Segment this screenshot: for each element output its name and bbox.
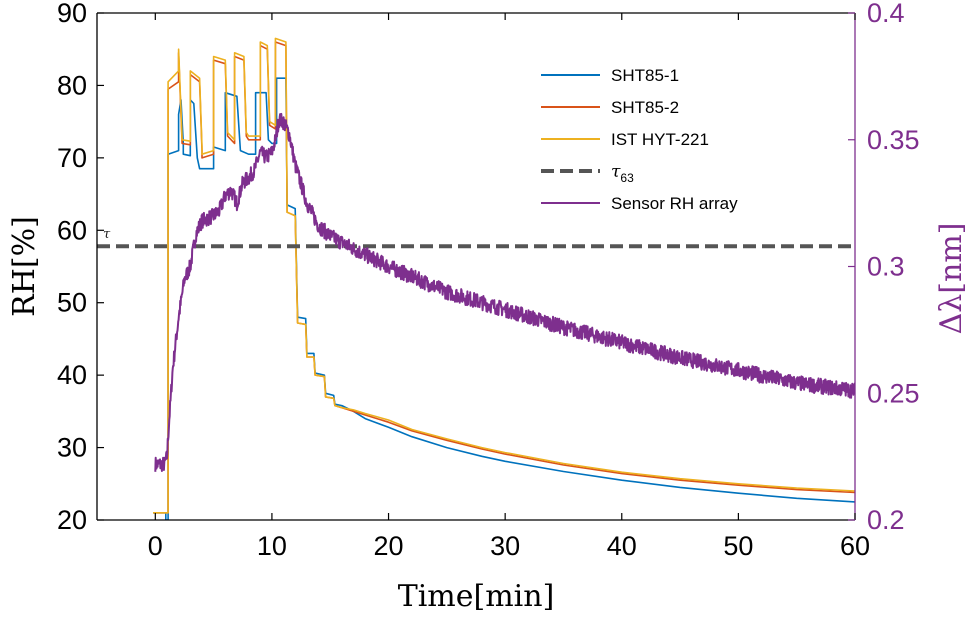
series-sensor-rh-array-line bbox=[154, 112, 855, 472]
tau-annotation: τ bbox=[103, 227, 111, 242]
x-tick-label: 20 bbox=[374, 531, 404, 561]
x-tick-label: 10 bbox=[257, 531, 287, 561]
y-right-tick-label: 0.35 bbox=[867, 125, 920, 155]
y-left-tick-label: 20 bbox=[57, 505, 87, 535]
y-axis-left-label: RH[%] bbox=[7, 216, 42, 317]
legend[interactable]: SHT85-1 SHT85-2 IST HYT-221 τ63 Sensor RH ar… bbox=[541, 66, 738, 213]
y-left-tick-label: 70 bbox=[57, 143, 87, 173]
x-tick-label: 40 bbox=[607, 531, 637, 561]
x-tick-label: 60 bbox=[840, 531, 870, 561]
x-tick-label: 30 bbox=[490, 531, 520, 561]
y-right-tick-label: 0.3 bbox=[867, 252, 905, 282]
legend-label: IST HYT-221 bbox=[611, 130, 709, 149]
series-layer bbox=[97, 37, 855, 520]
y-left-tick-label: 80 bbox=[57, 70, 87, 100]
legend-label: SHT85-1 bbox=[611, 66, 679, 85]
ticks-layer: 0 10 20 30 40 50 60 20 30 40 50 60 70 80 90 0.2 0.25 0.3 0… bbox=[57, 0, 920, 561]
y-axis-right-label: Δλ[nm] bbox=[934, 223, 969, 335]
y-left-tick-label: 60 bbox=[57, 215, 87, 245]
x-axis-label: Time[min] bbox=[398, 579, 555, 614]
axes-layer bbox=[96, 12, 856, 521]
legend-label: SHT85-2 bbox=[611, 98, 679, 117]
x-tick-label: 0 bbox=[148, 531, 163, 561]
y-left-tick-label: 50 bbox=[57, 288, 87, 318]
y-left-tick-label: 90 bbox=[57, 0, 87, 28]
x-tick-label: 50 bbox=[723, 531, 753, 561]
legend-label: τ63 bbox=[611, 162, 634, 185]
y-right-tick-label: 0.2 bbox=[867, 505, 905, 535]
y-left-tick-label: 30 bbox=[57, 433, 87, 463]
series-sht85-1-line bbox=[153, 77, 855, 520]
series-ist-hyt-221-line bbox=[153, 37, 855, 514]
y-right-tick-label: 0.25 bbox=[867, 378, 920, 408]
y-right-tick-label: 0.4 bbox=[867, 0, 905, 28]
series-sht85-2-line bbox=[153, 41, 855, 514]
y-left-tick-label: 40 bbox=[57, 360, 87, 390]
legend-label: Sensor RH array bbox=[611, 194, 738, 213]
